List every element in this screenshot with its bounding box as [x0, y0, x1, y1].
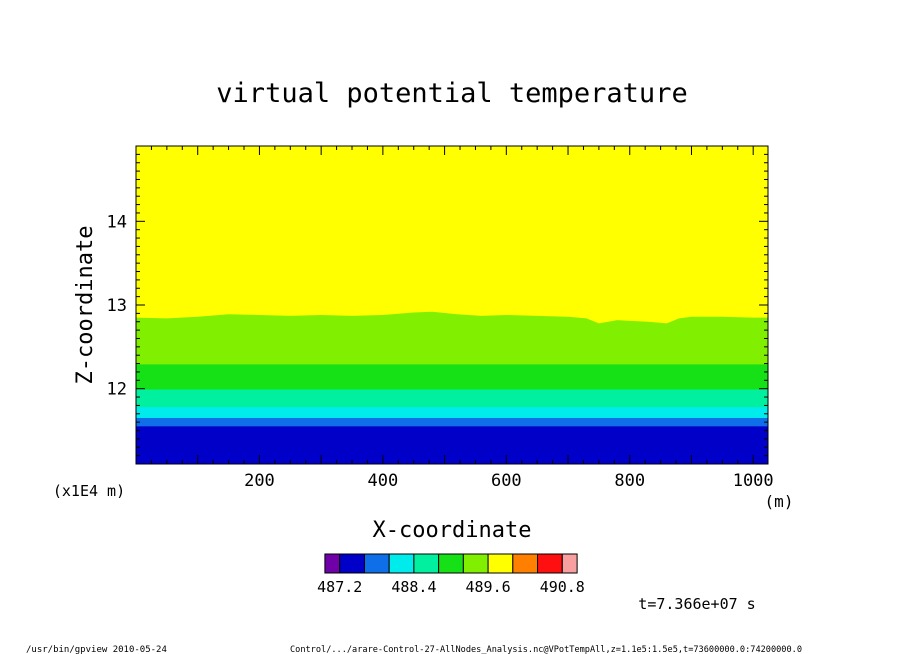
- y-axis-label: Z-coordinate: [73, 226, 98, 385]
- colorbar-tick-label: 490.8: [540, 578, 585, 596]
- colorbar-swatch: [462, 553, 489, 574]
- x-tick-label: 1000: [733, 471, 774, 491]
- plot-area: [136, 146, 768, 464]
- x-tick-label: 800: [614, 471, 645, 491]
- y-scale-note: (x1E4 m): [53, 482, 125, 500]
- colorbar: [324, 553, 578, 574]
- colorbar-tick-label: 487.2: [317, 578, 362, 596]
- x-tick-label: 200: [244, 471, 275, 491]
- footer-right: Control/.../arare-Control-27-AllNodes_An…: [290, 645, 802, 654]
- x-tick-labels: 200 400 600 800 1000: [244, 471, 774, 491]
- contour-band: [136, 426, 768, 464]
- colorbar-swatch: [324, 553, 341, 574]
- colorbar-swatch: [512, 553, 539, 574]
- axis-ticks: [136, 145, 768, 464]
- colorbar-swatch: [339, 553, 365, 574]
- y-tick-label: 13: [107, 296, 127, 316]
- colorbar-tick-label: 489.6: [466, 578, 511, 596]
- x-tick-label: 600: [491, 471, 522, 491]
- colorbar-swatch: [363, 553, 390, 574]
- colorbar-swatch: [537, 553, 563, 574]
- x-axis-label: X-coordinate: [373, 518, 532, 543]
- colorbar-labels: 487.2 488.4 489.6 490.8: [317, 578, 585, 596]
- x-tick-label: 400: [368, 471, 399, 491]
- x-unit-label: (m): [765, 492, 794, 511]
- colorbar-tick-label: 488.4: [391, 578, 436, 596]
- colorbar-swatch: [388, 553, 415, 574]
- y-tick-label: 12: [107, 380, 127, 400]
- time-label: t=7.366e+07 s: [638, 595, 755, 613]
- colorbar-swatch: [413, 553, 440, 574]
- y-tick-label: 14: [107, 212, 127, 232]
- colorbar-swatch: [438, 553, 464, 574]
- colorbar-swatch: [487, 553, 514, 574]
- y-tick-labels: 12 13 14: [107, 212, 127, 399]
- footer-left: /usr/bin/gpview 2010-05-24: [26, 645, 167, 654]
- colorbar-swatch: [561, 553, 578, 574]
- chart-title: virtual potential temperature: [216, 78, 687, 109]
